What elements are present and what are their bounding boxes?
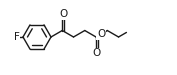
Text: O: O: [59, 9, 67, 19]
Text: F: F: [14, 32, 20, 42]
Text: O: O: [97, 29, 105, 39]
Text: O: O: [93, 49, 101, 58]
